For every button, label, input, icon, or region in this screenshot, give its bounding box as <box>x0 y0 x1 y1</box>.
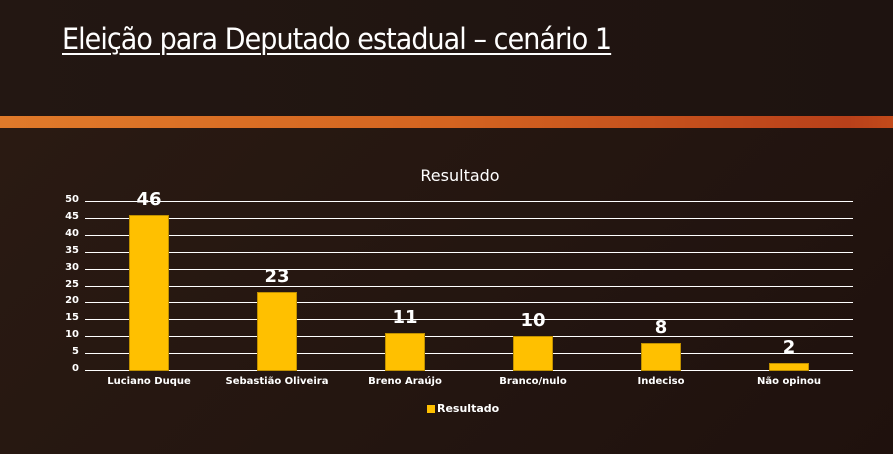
gridline <box>85 201 853 202</box>
data-label: 46 <box>136 188 162 210</box>
bar <box>641 342 681 371</box>
y-tick-label: 40 <box>65 227 79 239</box>
bar <box>769 363 809 371</box>
y-tick-label: 0 <box>72 363 79 374</box>
bar <box>385 332 425 371</box>
slide-title: Eleição para Deputado estadual – cenário… <box>62 22 612 56</box>
x-tick-label: Breno Araújo <box>368 376 442 387</box>
bar <box>129 214 169 371</box>
chart-title: Resultado <box>420 166 500 185</box>
gridline <box>85 353 853 355</box>
x-tick-label: Branco/nulo <box>499 376 567 387</box>
y-tick-label: 20 <box>65 295 79 307</box>
y-tick-label: 25 <box>65 278 79 290</box>
gridline <box>85 302 853 304</box>
gridline <box>85 234 853 236</box>
x-tick-label: Sebastião Oliveira <box>225 376 329 387</box>
legend-label: Resultado <box>437 402 500 415</box>
gridline <box>85 336 853 338</box>
x-tick-label: Luciano Duque <box>107 376 191 387</box>
gridline <box>85 251 853 253</box>
accent-band <box>0 116 893 128</box>
y-tick-label: 45 <box>65 210 79 222</box>
y-tick-label: 10 <box>65 329 79 341</box>
y-tick-label: 5 <box>72 346 79 358</box>
plot-area: 0 5 10 15 20 25 30 35 40 45 50 46 23 11 10 8 2 <box>65 189 853 374</box>
bar <box>257 292 297 371</box>
x-tick-label: Não opinou <box>756 376 822 387</box>
y-tick-label: 35 <box>65 244 79 256</box>
gridline <box>85 217 853 219</box>
gridline <box>85 268 853 270</box>
gridline <box>85 319 853 321</box>
bar <box>513 336 553 371</box>
header-area <box>0 0 893 116</box>
data-label: 2 <box>782 337 796 359</box>
gridline <box>85 285 853 287</box>
legend-swatch <box>427 404 435 413</box>
x-tick-label: Indeciso <box>637 376 685 387</box>
data-label: 11 <box>392 306 418 328</box>
y-tick-label: 50 <box>65 194 79 205</box>
y-tick-label: 30 <box>65 261 79 273</box>
gridline <box>85 370 853 371</box>
data-label: 23 <box>264 266 290 288</box>
legend: Resultado <box>427 402 499 415</box>
data-label: 10 <box>520 310 546 332</box>
data-label: 8 <box>654 316 668 338</box>
y-tick-label: 15 <box>65 312 79 324</box>
